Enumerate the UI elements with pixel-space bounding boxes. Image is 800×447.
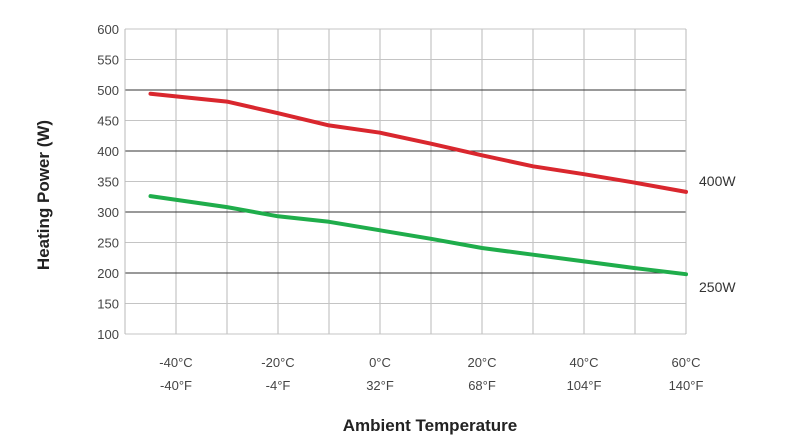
y-tick-label: 350 xyxy=(97,175,119,190)
series-label-250w: 250W xyxy=(699,279,736,295)
y-tick-label: 500 xyxy=(97,83,119,98)
y-tick-label: 450 xyxy=(97,114,119,129)
x-tick-label-fahrenheit: -40°F xyxy=(160,378,192,393)
series-label-400w: 400W xyxy=(699,173,736,189)
x-tick-label-celsius: -40°C xyxy=(159,355,192,370)
x-tick-label-fahrenheit: 68°F xyxy=(468,378,496,393)
x-tick-label-celsius: 60°C xyxy=(671,355,700,370)
x-tick-label-fahrenheit: 104°F xyxy=(567,378,602,393)
x-tick-label-celsius: 40°C xyxy=(569,355,598,370)
y-tick-label: 600 xyxy=(97,22,119,37)
x-tick-label-fahrenheit: -4°F xyxy=(266,378,291,393)
series-line-400w xyxy=(148,91,688,194)
y-axis-ticks: 100 150 200 250 300 350 400 450 500 550 600 xyxy=(97,22,119,342)
series-labels: 400W 250W xyxy=(699,173,736,295)
x-tick-label-fahrenheit: 32°F xyxy=(366,378,394,393)
series-line-250w xyxy=(148,194,688,277)
x-tick-label-fahrenheit: 140°F xyxy=(669,378,704,393)
x-axis-ticks: -40°C -40°F -20°C -4°F 0°C 32°F 20°C 68°F 40°C 10… xyxy=(159,355,703,393)
y-tick-label: 150 xyxy=(97,297,119,312)
x-axis-title: Ambient Temperature xyxy=(343,416,517,435)
x-tick-label-celsius: 20°C xyxy=(467,355,496,370)
x-tick-label-celsius: -20°C xyxy=(261,355,294,370)
y-tick-label: 300 xyxy=(97,205,119,220)
y-tick-label: 250 xyxy=(97,236,119,251)
y-axis-title: Heating Power (W) xyxy=(34,120,53,270)
x-tick-label-celsius: 0°C xyxy=(369,355,391,370)
series-lines xyxy=(148,91,688,277)
y-tick-label: 200 xyxy=(97,266,119,281)
y-tick-label: 550 xyxy=(97,53,119,68)
grid-lines xyxy=(124,28,687,335)
y-tick-label: 400 xyxy=(97,144,119,159)
y-tick-label: 100 xyxy=(97,327,119,342)
